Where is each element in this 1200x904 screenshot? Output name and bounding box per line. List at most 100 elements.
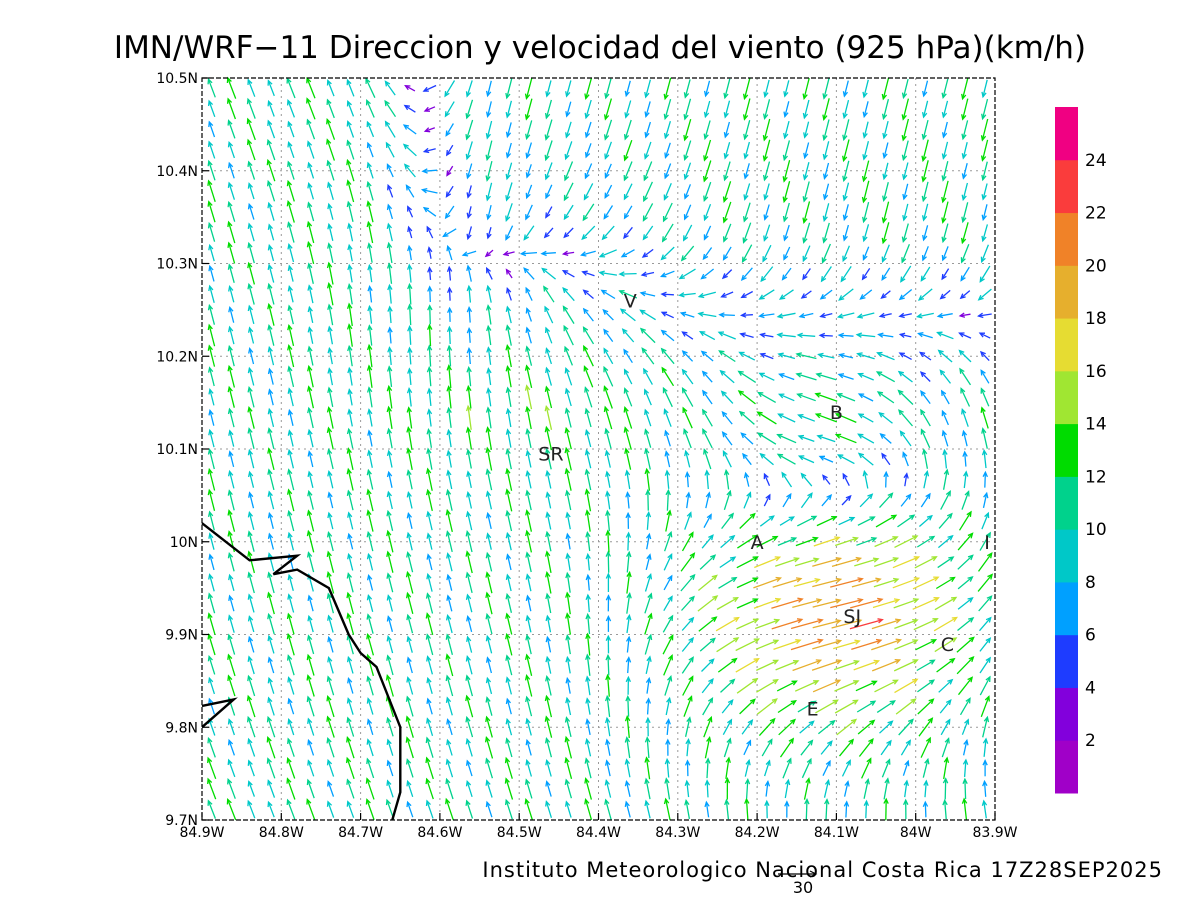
wind-vector	[980, 618, 991, 631]
wind-vector	[939, 680, 953, 693]
x-tick-label: 84.1W	[814, 825, 859, 841]
wind-vector	[876, 515, 896, 527]
wind-vector	[307, 99, 315, 120]
wind-vector	[940, 700, 951, 713]
wind-vector	[662, 349, 674, 364]
wind-vector	[700, 639, 715, 652]
wind-vector	[584, 327, 594, 344]
colorbar-swatch	[1055, 740, 1078, 793]
wind-vector	[945, 779, 946, 800]
wind-vector	[899, 410, 913, 426]
wind-vector	[961, 698, 971, 714]
wind-vector	[628, 697, 629, 717]
wind-vector	[664, 388, 673, 407]
y-tick-label: 10.4N	[156, 164, 198, 180]
wind-vector	[608, 552, 609, 573]
wind-vector	[880, 493, 893, 507]
wind-vector	[840, 740, 854, 757]
wind-vector	[878, 392, 894, 403]
y-tick-label: 10.5N	[156, 71, 198, 87]
colorbar-swatch	[1055, 687, 1078, 740]
wind-vector	[720, 557, 735, 567]
colorbar-swatch	[1055, 160, 1078, 213]
wind-vector	[366, 79, 375, 98]
wind-vector	[957, 657, 973, 674]
colorbar-swatch	[1055, 265, 1078, 318]
wind-vector	[917, 537, 934, 548]
wind-vector	[758, 433, 776, 444]
wind-vector	[858, 721, 874, 735]
wind-vector	[385, 101, 395, 117]
colorbar-tick-label: 24	[1085, 151, 1107, 171]
wind-vector	[564, 307, 575, 324]
wind-vector	[628, 533, 629, 551]
wind-vector	[898, 515, 915, 527]
wind-vector	[585, 367, 593, 388]
wind-vector	[834, 661, 858, 669]
x-tick-label: 84.6W	[417, 825, 462, 841]
y-tick-label: 10.3N	[156, 257, 198, 273]
wind-vector	[862, 759, 871, 779]
reference-vector-label: 30	[793, 878, 813, 897]
colorbar-swatch	[1055, 107, 1078, 160]
wind-vector	[960, 512, 972, 530]
wind-vector	[722, 392, 733, 404]
wind-vector	[723, 412, 733, 424]
wind-vector	[756, 680, 777, 692]
wind-vector	[802, 759, 811, 778]
colorbar-tick-label: 12	[1085, 467, 1107, 487]
wind-vector	[881, 741, 891, 755]
wind-vector	[901, 266, 911, 282]
place-label: SJ	[843, 606, 861, 628]
wind-vector	[681, 575, 695, 591]
wind-vector	[958, 555, 973, 569]
wind-vector	[386, 122, 396, 138]
wind-vector	[782, 473, 791, 487]
wind-vector	[663, 224, 673, 241]
wind-vector	[896, 699, 915, 714]
wind-vector	[801, 493, 812, 507]
x-tick-label: 84.8W	[259, 825, 304, 841]
wind-vector	[938, 557, 954, 568]
place-label: C	[941, 634, 954, 656]
wind-vector	[859, 454, 873, 466]
wind-vector	[736, 639, 759, 650]
wind-vector	[682, 638, 693, 651]
wind-vector	[584, 309, 594, 321]
wind-vector	[841, 266, 851, 281]
wind-vector	[921, 738, 930, 758]
wind-vector	[806, 800, 807, 820]
wind-vector	[698, 596, 717, 611]
wind-vector	[716, 618, 739, 631]
wind-vector	[740, 412, 754, 425]
colorbar-tick-label: 2	[1085, 731, 1096, 751]
wind-vector	[760, 290, 775, 299]
colorbar-swatch	[1055, 424, 1078, 477]
wind-vector	[980, 638, 990, 651]
wind-vector	[719, 351, 735, 362]
wind-vector	[702, 659, 714, 671]
wind-vector	[895, 679, 918, 692]
wind-vector	[939, 514, 952, 529]
wind-vector	[721, 371, 735, 383]
place-label: E	[807, 699, 819, 721]
wind-vector	[683, 351, 693, 361]
wind-vector	[648, 490, 649, 510]
colorbar-swatch	[1055, 371, 1078, 424]
wind-vector	[641, 310, 656, 319]
wind-vector	[721, 536, 735, 548]
colorbar-tick-label: 14	[1085, 415, 1107, 435]
y-tick-label: 9.8N	[165, 720, 198, 736]
wind-vector	[702, 535, 713, 548]
wind-vector	[605, 387, 613, 409]
wind-vector	[702, 352, 713, 362]
wind-vector	[821, 741, 832, 754]
place-label: I	[984, 532, 990, 554]
y-tick-label: 10N	[170, 535, 198, 551]
wind-vector	[758, 393, 775, 403]
wind-vector	[877, 701, 895, 713]
x-tick-label: 84.2W	[735, 825, 780, 841]
wind-vector	[780, 290, 793, 299]
colorbar-swatch	[1055, 213, 1078, 266]
wind-vector	[959, 677, 973, 694]
